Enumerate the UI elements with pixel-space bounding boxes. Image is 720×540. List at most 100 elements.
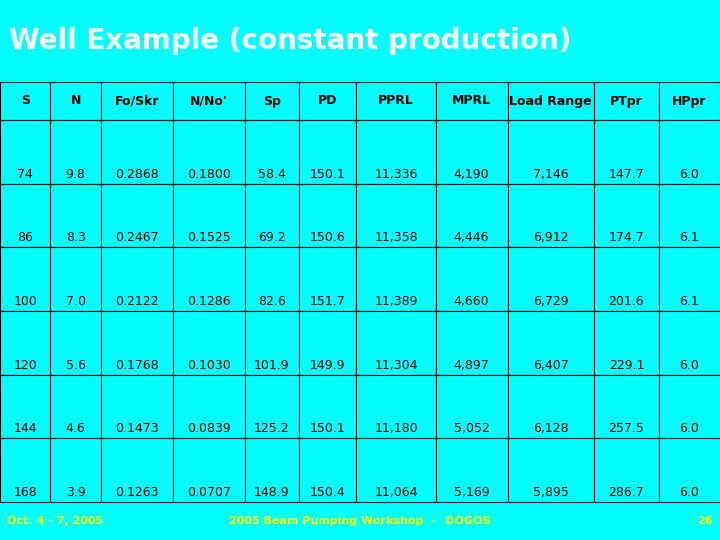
Text: 6.0: 6.0 [680,167,699,180]
Bar [101,375,173,438]
Bar [659,184,720,247]
Text: 0.0839: 0.0839 [187,422,230,435]
Text: 0.1525: 0.1525 [187,231,230,244]
Bar [173,438,245,502]
Text: 6,912: 6,912 [533,231,569,244]
Bar [594,184,659,247]
Text: 82.6: 82.6 [258,295,286,308]
Bar [659,438,720,502]
Text: N/No': N/No' [190,94,228,107]
Bar [436,82,508,120]
Text: 2005 Beam Pumping Workshop  -  ©OGOS: 2005 Beam Pumping Workshop - ©OGOS [229,516,491,526]
Bar [299,438,356,502]
Text: 144: 144 [14,422,37,435]
Text: 4.6: 4.6 [66,422,86,435]
Bar [436,438,508,502]
Text: 6.1: 6.1 [680,231,699,244]
Bar [50,375,101,438]
Text: 4,446: 4,446 [454,231,490,244]
Text: 4,660: 4,660 [454,295,490,308]
Text: 0.1768: 0.1768 [115,359,158,372]
Bar [101,82,173,120]
Bar [356,120,436,184]
Bar [508,82,594,120]
Text: 6,729: 6,729 [533,295,569,308]
Bar [101,438,173,502]
Text: 125.2: 125.2 [254,422,289,435]
Text: 11,389: 11,389 [374,295,418,308]
Bar [436,184,508,247]
Text: 8.3: 8.3 [66,231,86,244]
Bar [0,247,50,311]
Text: 150.1: 150.1 [310,167,346,180]
Bar [245,438,299,502]
Text: S: S [21,94,30,107]
Bar [101,311,173,375]
Text: 148.9: 148.9 [254,486,289,499]
Bar [50,311,101,375]
Bar [50,120,101,184]
Text: 7.0: 7.0 [66,295,86,308]
Text: 5,895: 5,895 [533,486,569,499]
Text: 11,336: 11,336 [374,167,418,180]
Text: 120: 120 [14,359,37,372]
Text: 150.4: 150.4 [310,486,346,499]
Bar [101,247,173,311]
Text: Sp: Sp [263,94,281,107]
Text: 58.4: 58.4 [258,167,286,180]
Text: 5,052: 5,052 [454,422,490,435]
Bar [101,184,173,247]
Bar [356,438,436,502]
Text: MPRL: MPRL [452,94,491,107]
Text: 174.7: 174.7 [608,231,644,244]
Text: 6,407: 6,407 [533,359,569,372]
Bar [436,247,508,311]
Text: HPpr: HPpr [672,94,706,107]
Text: 149.9: 149.9 [310,359,346,372]
Bar [299,311,356,375]
Text: 0.2467: 0.2467 [115,231,158,244]
Text: 26: 26 [697,516,713,526]
Bar [659,82,720,120]
Bar [101,120,173,184]
Bar [436,375,508,438]
Text: 201.6: 201.6 [608,295,644,308]
Text: 9.8: 9.8 [66,167,86,180]
Text: Well Example (constant production): Well Example (constant production) [9,27,571,55]
Text: 74: 74 [17,167,33,180]
Text: 86: 86 [17,231,33,244]
Bar [299,184,356,247]
Bar [594,82,659,120]
Text: 100: 100 [13,295,37,308]
Bar [173,120,245,184]
Bar [508,247,594,311]
Text: 147.7: 147.7 [608,167,644,180]
Bar [299,120,356,184]
Bar [245,184,299,247]
Bar [299,247,356,311]
Bar [173,311,245,375]
Bar [356,184,436,247]
Text: 286.7: 286.7 [608,486,644,499]
Text: 7,146: 7,146 [533,167,569,180]
Text: PD: PD [318,94,337,107]
Text: 0.1263: 0.1263 [115,486,158,499]
Bar [659,375,720,438]
Text: 11,304: 11,304 [374,359,418,372]
Text: Fo/Skr: Fo/Skr [114,94,159,107]
Bar [508,184,594,247]
Text: 69.2: 69.2 [258,231,286,244]
Bar [0,311,50,375]
Bar [356,311,436,375]
Text: 0.1473: 0.1473 [115,422,158,435]
Text: 6.0: 6.0 [680,486,699,499]
Text: 0.2122: 0.2122 [115,295,158,308]
Text: 6.0: 6.0 [680,422,699,435]
Text: 0.1800: 0.1800 [187,167,230,180]
Bar [0,82,50,120]
Bar [0,438,50,502]
Bar [50,184,101,247]
Bar [594,311,659,375]
Text: 6.0: 6.0 [680,359,699,372]
Bar [245,311,299,375]
